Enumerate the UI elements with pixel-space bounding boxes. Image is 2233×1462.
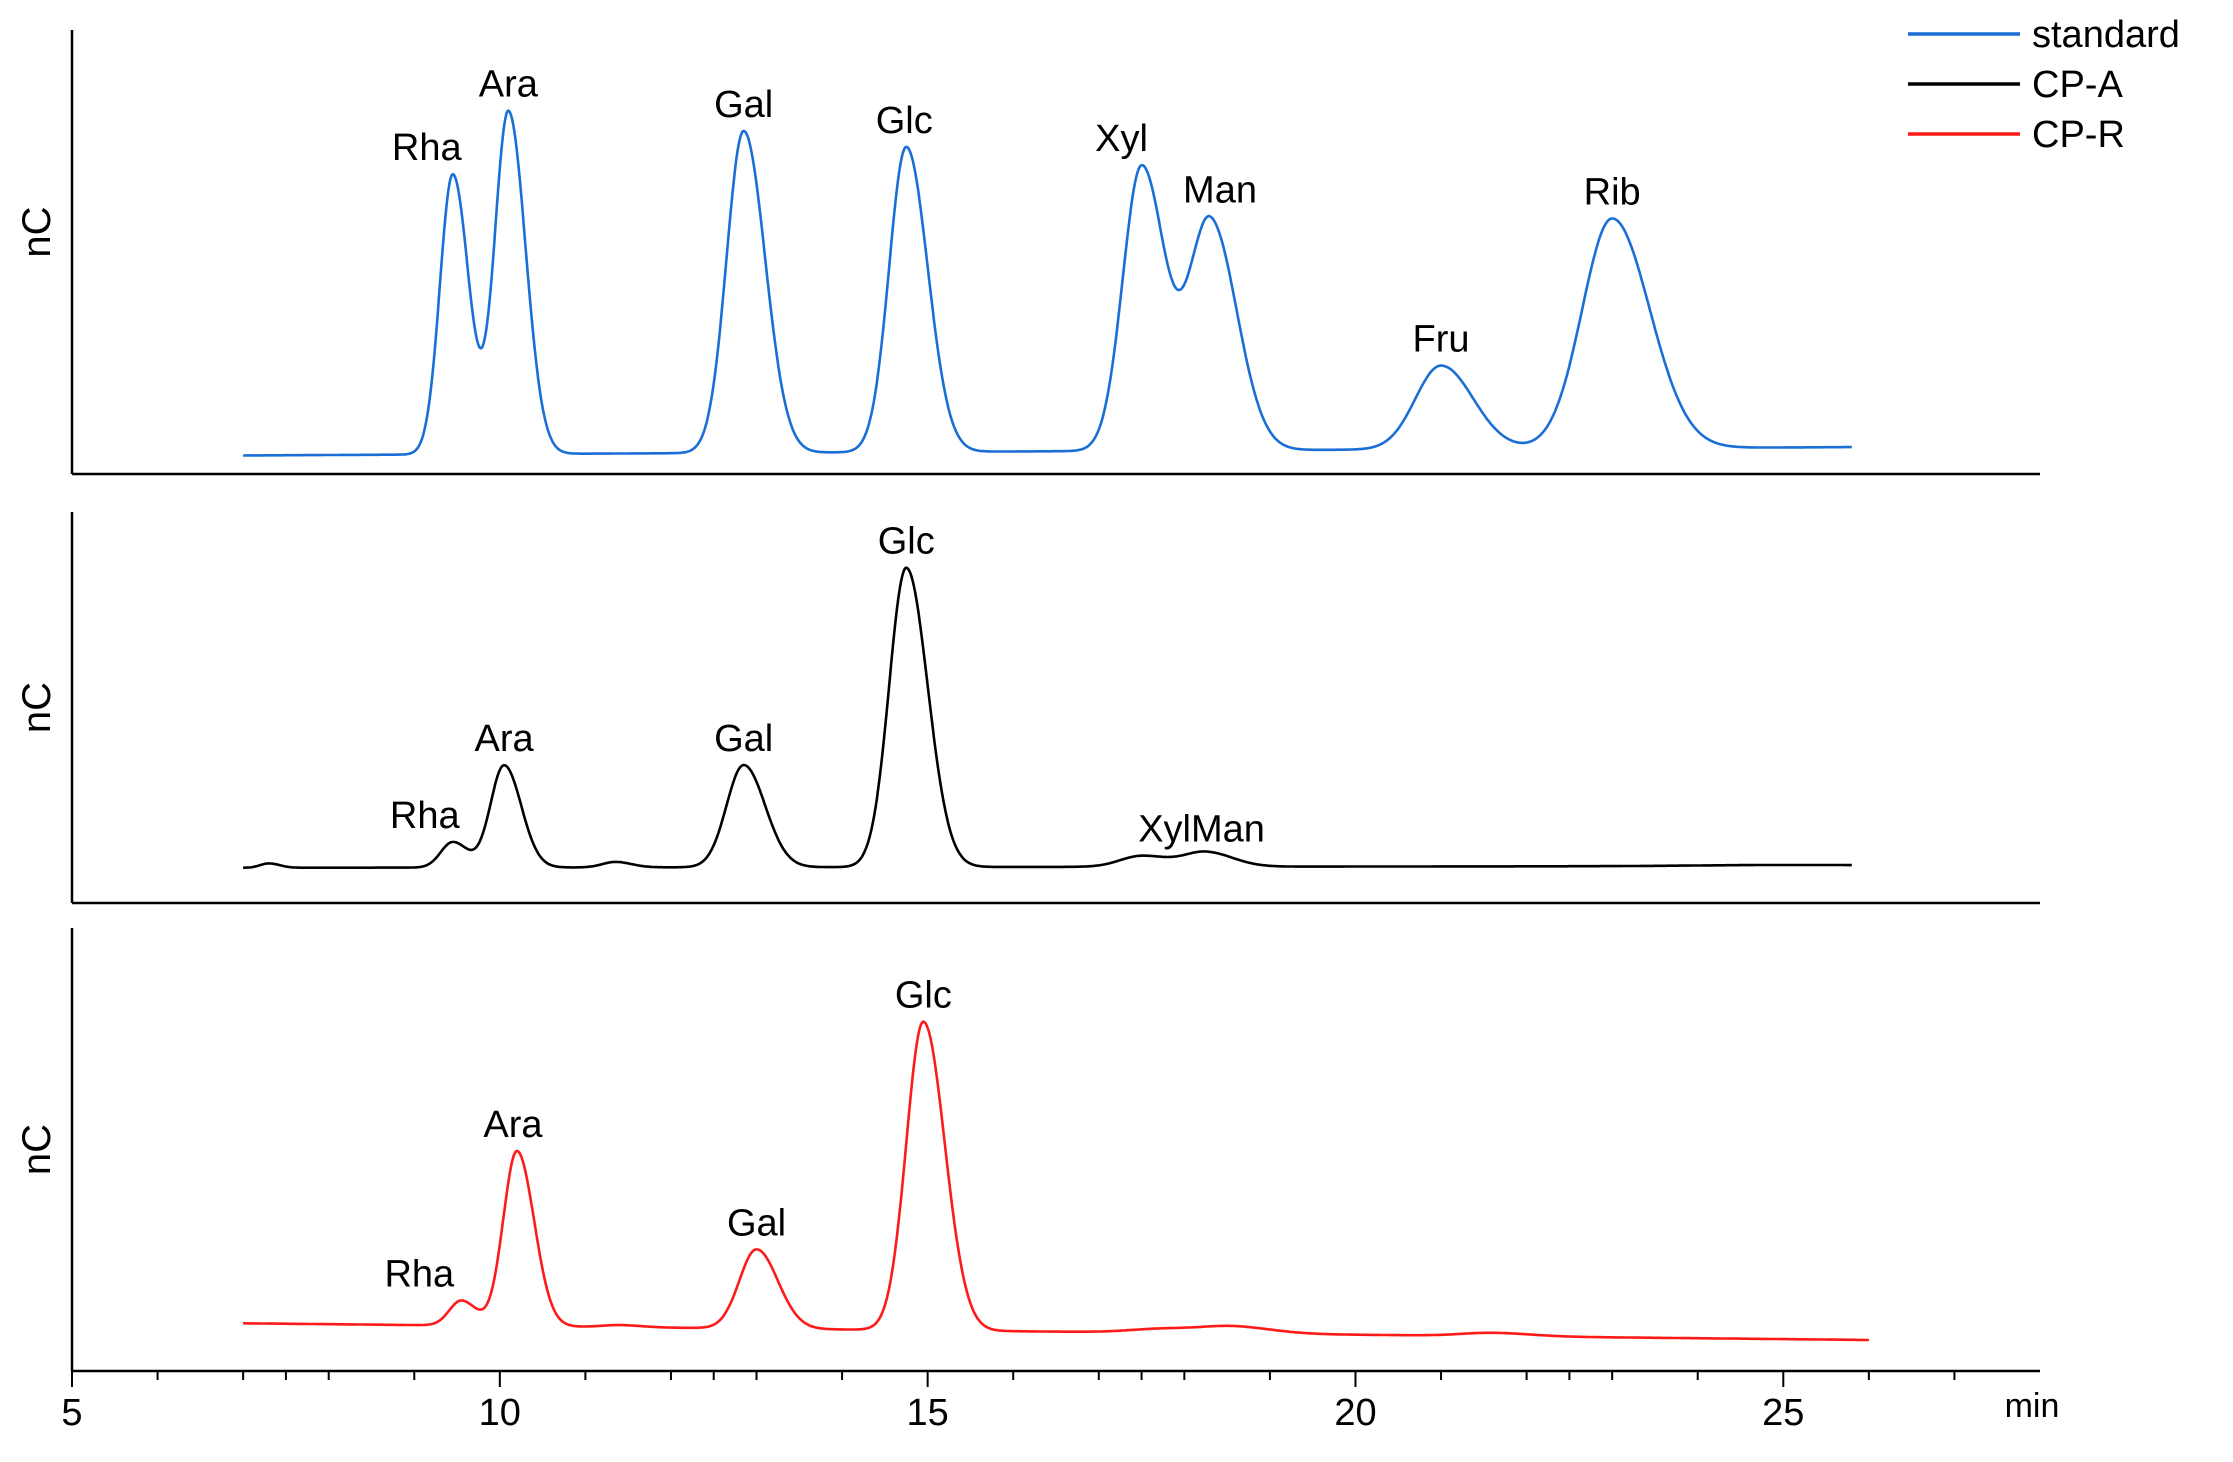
series-line-standard — [243, 109, 1852, 457]
peak-label: Rib — [1584, 171, 1641, 213]
peak-label: Man — [1183, 169, 1257, 211]
y-axis-label-panel-1: nC — [15, 206, 59, 257]
legend-label-CP-A: CP-A — [2032, 64, 2123, 106]
peak-label: Rha — [390, 795, 461, 837]
legend-label-CP-R: CP-R — [2032, 114, 2125, 156]
peak-label: Ara — [475, 718, 535, 760]
peak-label: Rha — [392, 127, 463, 169]
y-axis-label-panel-2: nC — [15, 682, 59, 733]
peak-label: Gal — [727, 1202, 786, 1244]
peak-label: Ara — [483, 1104, 543, 1146]
peak-label: XylMan — [1138, 809, 1265, 851]
peak-label: Ara — [479, 64, 539, 106]
peak-label: Glc — [876, 100, 933, 142]
x-tick-label: 10 — [479, 1392, 521, 1434]
peak-label: Gal — [714, 718, 773, 760]
peak-label: Glc — [878, 521, 935, 563]
x-axis-unit-label: min — [2005, 1387, 2060, 1425]
series-line-CP-R — [243, 1020, 1869, 1342]
peak-label: Glc — [895, 975, 952, 1017]
x-tick-label: 20 — [1334, 1392, 1376, 1434]
y-axis-label-panel-3: nC — [15, 1124, 59, 1175]
peak-label: Xyl — [1095, 118, 1148, 160]
x-tick-label: 25 — [1762, 1392, 1804, 1434]
peak-label: Rha — [384, 1253, 455, 1295]
x-tick-label: 5 — [61, 1392, 82, 1434]
x-tick-label: 15 — [907, 1392, 949, 1434]
peak-label: Gal — [714, 84, 773, 126]
legend-label-standard: standard — [2032, 14, 2180, 56]
series-line-CP-A — [242, 566, 1852, 870]
peak-label: Fru — [1413, 319, 1470, 361]
